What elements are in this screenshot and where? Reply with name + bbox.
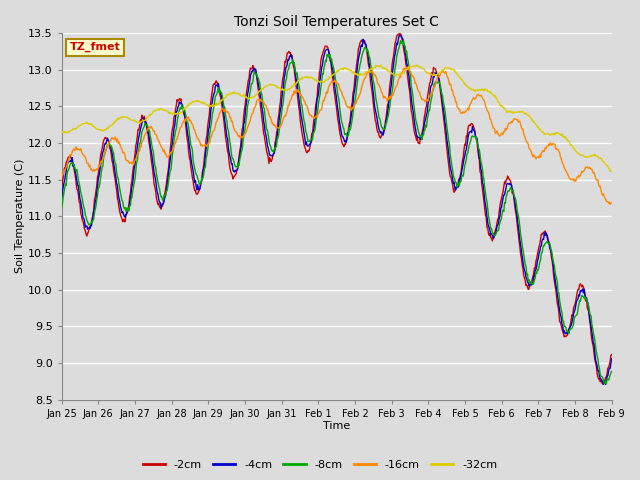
Text: TZ_fmet: TZ_fmet xyxy=(70,42,120,52)
Legend: -2cm, -4cm, -8cm, -16cm, -32cm: -2cm, -4cm, -8cm, -16cm, -32cm xyxy=(138,456,502,474)
X-axis label: Time: Time xyxy=(323,421,350,432)
Title: Tonzi Soil Temperatures Set C: Tonzi Soil Temperatures Set C xyxy=(234,15,439,29)
Y-axis label: Soil Temperature (C): Soil Temperature (C) xyxy=(15,159,25,274)
